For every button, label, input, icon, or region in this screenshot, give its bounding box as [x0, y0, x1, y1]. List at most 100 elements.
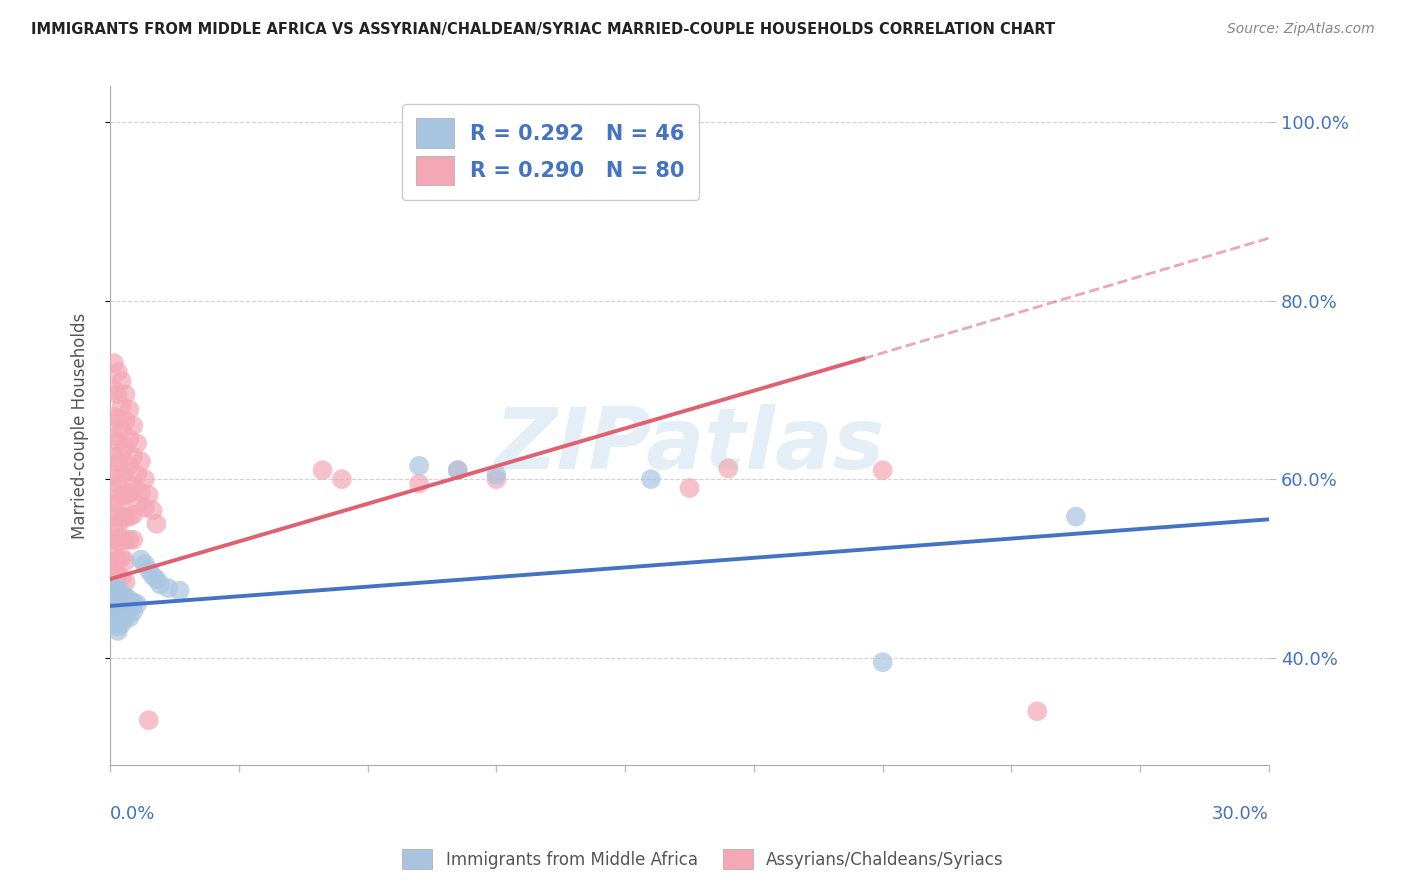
Text: Source: ZipAtlas.com: Source: ZipAtlas.com — [1227, 22, 1375, 37]
Point — [157, 581, 180, 595]
Point — [107, 434, 129, 449]
Point — [122, 533, 145, 547]
Point — [111, 530, 134, 544]
Point — [103, 467, 125, 482]
Point — [107, 497, 129, 511]
Y-axis label: Married-couple Households: Married-couple Households — [72, 312, 89, 539]
Point — [485, 472, 508, 486]
Point — [118, 432, 141, 446]
Point — [122, 418, 145, 433]
Point — [134, 500, 156, 515]
Point — [103, 566, 125, 580]
Point — [107, 624, 129, 638]
Point — [118, 509, 141, 524]
Point — [107, 607, 129, 622]
Point — [118, 592, 141, 607]
Point — [114, 597, 136, 611]
Point — [103, 543, 125, 558]
Point — [138, 563, 160, 577]
Point — [103, 599, 125, 613]
Point — [122, 595, 145, 609]
Point — [103, 497, 125, 511]
Point — [111, 445, 134, 459]
Point — [111, 550, 134, 565]
Point — [111, 606, 134, 620]
Point — [103, 610, 125, 624]
Point — [107, 568, 129, 582]
Point — [145, 516, 167, 531]
Point — [103, 383, 125, 397]
Point — [114, 387, 136, 401]
Point — [485, 467, 508, 482]
Point — [111, 570, 134, 584]
Point — [114, 465, 136, 479]
Point — [118, 402, 141, 417]
Point — [122, 604, 145, 618]
Point — [103, 583, 125, 598]
Point — [447, 463, 470, 477]
Legend: Immigrants from Middle Africa, Assyrians/Chaldeans/Syriacs: Immigrants from Middle Africa, Assyrians… — [392, 838, 1014, 880]
Point — [103, 616, 125, 631]
Point — [127, 467, 149, 482]
Point — [111, 509, 134, 524]
Point — [111, 488, 134, 502]
Point — [142, 568, 165, 582]
Point — [107, 597, 129, 611]
Point — [1064, 509, 1087, 524]
Point — [103, 450, 125, 464]
Point — [111, 467, 134, 482]
Point — [134, 472, 156, 486]
Point — [114, 610, 136, 624]
Point — [129, 485, 152, 500]
Text: 0.0%: 0.0% — [110, 805, 156, 823]
Text: ZIPatlas: ZIPatlas — [495, 404, 884, 487]
Point — [111, 399, 134, 413]
Point — [640, 472, 662, 486]
Point — [114, 510, 136, 524]
Point — [107, 476, 129, 491]
Point — [103, 577, 125, 591]
Point — [103, 509, 125, 524]
Point — [134, 557, 156, 571]
Point — [103, 601, 125, 615]
Point — [111, 586, 134, 600]
Point — [107, 619, 129, 633]
Point — [111, 423, 134, 437]
Legend: R = 0.292   N = 46, R = 0.290   N = 80: R = 0.292 N = 46, R = 0.290 N = 80 — [402, 103, 699, 200]
Point — [103, 521, 125, 535]
Point — [447, 463, 470, 477]
Point — [103, 590, 125, 604]
Point — [127, 597, 149, 611]
Point — [118, 533, 141, 547]
Point — [169, 583, 191, 598]
Point — [118, 601, 141, 615]
Point — [107, 601, 129, 615]
Point — [103, 554, 125, 568]
Point — [330, 472, 353, 486]
Point — [107, 365, 129, 379]
Point — [149, 577, 172, 591]
Point — [122, 479, 145, 493]
Point — [111, 612, 134, 626]
Point — [114, 488, 136, 502]
Point — [678, 481, 700, 495]
Point — [311, 463, 333, 477]
Point — [872, 655, 894, 669]
Point — [122, 450, 145, 464]
Point — [103, 606, 125, 620]
Point — [145, 572, 167, 586]
Point — [408, 458, 430, 473]
Point — [111, 616, 134, 631]
Point — [118, 610, 141, 624]
Point — [114, 533, 136, 547]
Point — [118, 485, 141, 500]
Point — [107, 456, 129, 470]
Point — [107, 613, 129, 627]
Point — [107, 534, 129, 549]
Text: 30.0%: 30.0% — [1212, 805, 1270, 823]
Point — [1026, 704, 1049, 718]
Point — [107, 387, 129, 401]
Point — [107, 595, 129, 609]
Point — [408, 476, 430, 491]
Point — [114, 440, 136, 454]
